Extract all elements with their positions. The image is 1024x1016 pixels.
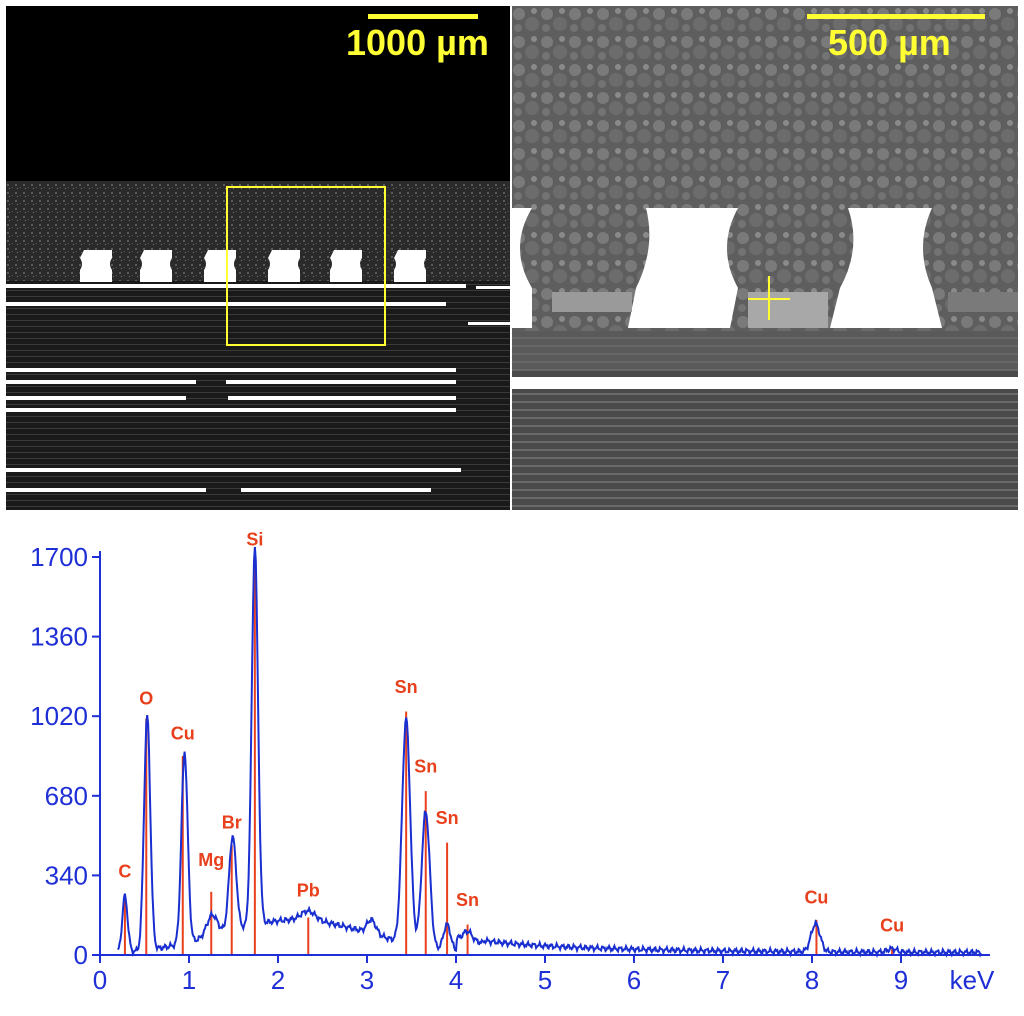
marker-label-cu: Cu (880, 916, 904, 936)
marker-label-sn: Sn (456, 890, 479, 910)
micrograph-right: 500 µm (512, 6, 1018, 510)
marker-label-mg: Mg (198, 850, 224, 870)
x-tick-label: 2 (271, 965, 285, 995)
spectrum-series-line (116, 546, 982, 959)
x-tick-label: 0 (93, 965, 107, 995)
x-tick-label: 9 (894, 965, 908, 995)
marker-label-cu: Cu (171, 724, 195, 744)
x-tick-label: 7 (716, 965, 730, 995)
element-markers (123, 561, 894, 955)
x-tick-label: 1 (182, 965, 196, 995)
y-tick-label: 340 (45, 860, 88, 890)
marker-label-o: O (139, 688, 153, 708)
chart-axes: 0 340 680 1020 1360 1700 0 1 2 3 4 5 6 7 8 9 keV (30, 542, 995, 995)
marker-label-pb: Pb (297, 880, 320, 900)
x-tick-label: 4 (449, 965, 463, 995)
marker-label-sn: Sn (414, 756, 437, 776)
marker-label-c: C (118, 862, 131, 882)
y-tick-label: 680 (45, 781, 88, 811)
element-labels: C O Cu Mg Br Si Pb Sn Sn Sn Sn Cu Cu (118, 529, 904, 935)
eds-spectrum-chart: 0 340 680 1020 1360 1700 0 1 2 3 4 5 6 7 8 9 keV C O Cu Mg B… (0, 520, 1024, 1011)
x-tick-label: 5 (538, 965, 552, 995)
marker-label-sn: Sn (436, 808, 459, 828)
y-tick-label: 1700 (30, 542, 88, 572)
crosshair-marker (748, 276, 790, 320)
y-tick-label: 1360 (30, 622, 88, 652)
scale-bar-right (807, 14, 985, 19)
x-axis-label: keV (950, 965, 995, 995)
x-tick-label: 3 (360, 965, 374, 995)
marker-label-br: Br (222, 813, 242, 833)
x-tick-label: 6 (627, 965, 641, 995)
marker-label-si: Si (246, 529, 263, 549)
micrograph-left-image (6, 6, 510, 510)
chart-canvas: 0 340 680 1020 1360 1700 0 1 2 3 4 5 6 7 8 9 keV C O Cu Mg B… (30, 529, 995, 995)
zoom-region-box (226, 186, 386, 346)
scale-label-right: 500 µm (828, 22, 951, 63)
x-tick-label: 8 (805, 965, 819, 995)
micrograph-left: 1000 µm (6, 6, 510, 510)
scale-label-left: 1000 µm (346, 22, 489, 63)
marker-label-cu: Cu (804, 887, 828, 907)
y-tick-label: 1020 (30, 701, 88, 731)
micrograph-right-image (512, 6, 1018, 510)
y-tick-label: 0 (74, 940, 88, 970)
scale-bar-left (368, 14, 478, 19)
marker-label-sn: Sn (395, 677, 418, 697)
